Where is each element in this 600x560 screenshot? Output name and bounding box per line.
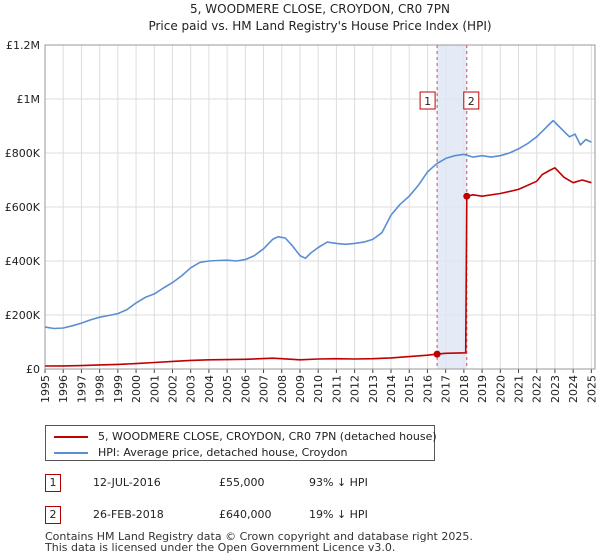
- transaction-price: £55,000: [219, 476, 265, 489]
- y-tick-label: £0: [26, 363, 40, 376]
- x-tick-label: 2007: [258, 375, 271, 403]
- legend-label-hpi: HPI: Average price, detached house, Croy…: [98, 446, 348, 459]
- x-tick-label: 2022: [531, 375, 544, 403]
- x-tick-label: 2000: [130, 375, 143, 403]
- y-tick-label: £1.2M: [6, 39, 40, 52]
- x-tick-label: 1998: [94, 375, 107, 403]
- x-tick-label: 1997: [75, 375, 88, 403]
- annotation-label-2: 2: [468, 95, 475, 108]
- x-tick-label: 1995: [39, 375, 52, 403]
- footer: Contains HM Land Registry data © Crown c…: [45, 531, 473, 553]
- x-tick-label: 1999: [112, 375, 125, 403]
- shaded-period: [437, 45, 467, 369]
- legend-swatch-hpi: [54, 452, 88, 454]
- x-tick-label: 2021: [513, 375, 526, 403]
- plot-border: [44, 44, 596, 370]
- x-tick-label: 1996: [57, 375, 70, 403]
- series-line-property: [44, 167, 592, 367]
- x-tick-label: 2003: [185, 375, 198, 403]
- x-tick-label: 2020: [494, 375, 507, 403]
- y-tick-label: £600K: [5, 201, 41, 214]
- x-tick-label: 2011: [330, 375, 343, 403]
- x-tick-label: 2013: [367, 375, 380, 403]
- x-tick-label: 2009: [294, 375, 307, 403]
- x-tick-label: 2024: [567, 375, 580, 403]
- transaction-marker-1: [433, 350, 441, 358]
- y-tick-label: £800K: [5, 147, 41, 160]
- x-tick-label: 2014: [385, 375, 398, 403]
- footer-line-licence: This data is licensed under the Open Gov…: [45, 541, 396, 554]
- transaction-price: £640,000: [219, 508, 272, 521]
- y-tick-label: £1M: [17, 93, 41, 106]
- x-tick-label: 2006: [239, 375, 252, 403]
- series-line-hpi: [44, 119, 592, 330]
- x-tick-label: 2018: [458, 375, 471, 403]
- x-tick-label: 2005: [221, 375, 234, 403]
- transaction-date: 26-FEB-2018: [93, 508, 164, 521]
- x-tick-label: 2001: [148, 375, 161, 403]
- annotation-box-1: [419, 91, 436, 110]
- chart-legend: 5, WOODMERE CLOSE, CROYDON, CR0 7PN (det…: [45, 425, 437, 461]
- x-tick-label: 2019: [476, 375, 489, 403]
- transaction-badge: 2: [45, 506, 61, 524]
- x-tick-label: 2016: [421, 375, 434, 403]
- transaction-marker-2: [463, 192, 471, 200]
- transaction-date: 12-JUL-2016: [93, 476, 161, 489]
- x-tick-label: 2010: [312, 375, 325, 403]
- annotation-label-1: 1: [424, 95, 431, 108]
- legend-label-property: 5, WOODMERE CLOSE, CROYDON, CR0 7PN (det…: [98, 430, 437, 443]
- x-tick-label: 2008: [276, 375, 289, 403]
- chart-title: 5, WOODMERE CLOSE, CROYDON, CR0 7PN: [190, 2, 450, 16]
- x-tick-label: 2004: [203, 375, 216, 403]
- footer-line-copyright: Contains HM Land Registry data © Crown c…: [45, 530, 473, 543]
- x-tick-label: 2025: [585, 375, 598, 403]
- x-tick-label: 2012: [349, 375, 362, 403]
- legend-swatch-property: [54, 436, 88, 438]
- x-tick-label: 2017: [440, 375, 453, 403]
- chart-subtitle: Price paid vs. HM Land Registry's House …: [148, 19, 491, 33]
- x-tick-label: 2023: [549, 375, 562, 403]
- x-tick-label: 2002: [166, 375, 179, 403]
- transaction-hpi: 19% ↓ HPI: [309, 508, 368, 521]
- y-tick-label: £200K: [5, 309, 41, 322]
- transaction-badge: 1: [45, 474, 61, 492]
- x-tick-label: 2015: [403, 375, 416, 403]
- price-chart: 5, WOODMERE CLOSE, CROYDON, CR0 7PN Pric…: [5, 2, 599, 403]
- transaction-hpi: 93% ↓ HPI: [309, 476, 368, 489]
- annotation-box-2: [463, 91, 480, 110]
- y-tick-label: £400K: [5, 255, 41, 268]
